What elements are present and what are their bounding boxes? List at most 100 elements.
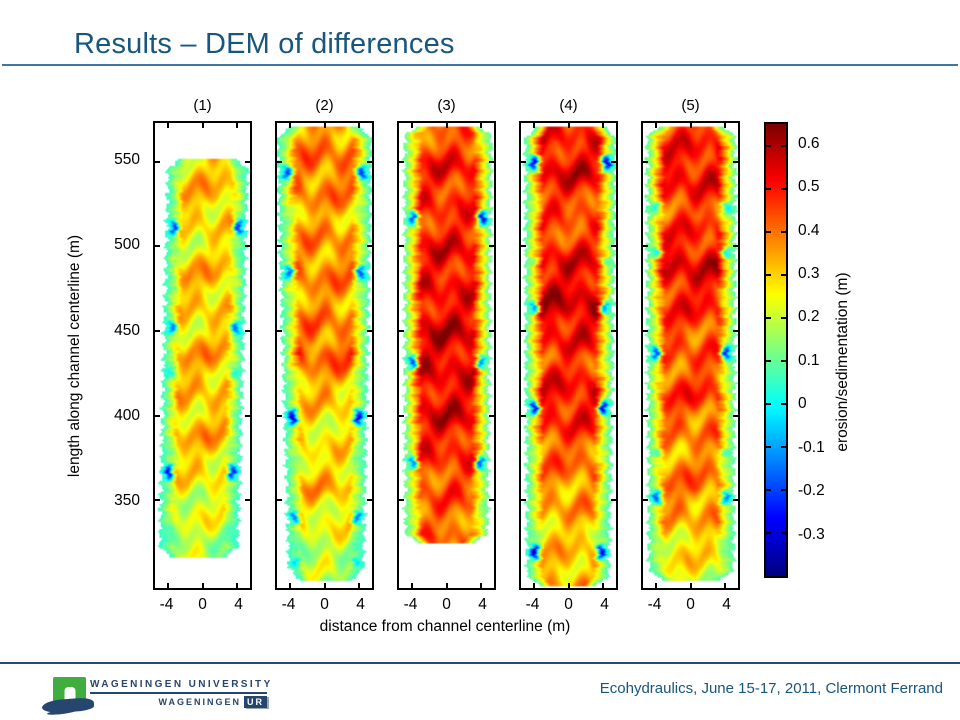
x-axis-tick <box>358 123 361 128</box>
x-axis-tick <box>166 123 169 128</box>
y-axis-tick <box>489 160 494 163</box>
panel-label: (5) <box>681 97 700 114</box>
x-axis-tick <box>201 123 204 128</box>
y-axis-tick <box>277 245 282 248</box>
y-axis-tick <box>611 245 616 248</box>
x-tick-label: 4 <box>234 596 243 613</box>
colorbar-tick <box>766 531 771 534</box>
y-axis-tick <box>245 499 250 502</box>
colorbar-tick <box>781 531 786 534</box>
x-axis-tick <box>654 123 657 128</box>
y-axis-tick <box>521 499 526 502</box>
logo-underline <box>90 692 267 694</box>
colorbar-tick-label: 0.5 <box>798 178 820 196</box>
colorbar-tick <box>781 445 786 448</box>
colorbar-tick <box>781 187 786 190</box>
y-axis-tick <box>245 414 250 417</box>
x-axis-tick <box>410 583 413 588</box>
heatmap-canvas <box>399 123 494 588</box>
y-axis-tick <box>277 329 282 332</box>
x-axis-tick <box>567 123 570 128</box>
x-axis-tick <box>445 583 448 588</box>
colorbar-tick-label: 0.3 <box>798 265 820 282</box>
x-tick-label: 0 <box>686 596 695 613</box>
logo-wageningen-text: WAGENINGEN <box>158 697 241 707</box>
y-axis-tick <box>643 245 648 248</box>
colorbar-tick <box>781 402 786 405</box>
colorbar-tick-label: -0.3 <box>798 525 825 543</box>
colorbar-tick-label: 0.4 <box>798 221 820 239</box>
colorbar-tick <box>766 144 771 147</box>
colorbar-tick <box>781 359 786 362</box>
colorbar-tick <box>781 144 786 147</box>
colorbar-label: erosion/sedimentation (m) <box>834 272 851 452</box>
x-tick-label: -4 <box>647 596 662 613</box>
y-axis-tick <box>521 245 526 248</box>
x-axis-tick <box>288 123 291 128</box>
x-axis-tick <box>532 123 535 128</box>
y-axis-tick <box>155 160 160 163</box>
x-axis-tick <box>480 583 483 588</box>
y-axis-label: length along channel centerline (m) <box>66 234 83 478</box>
y-tick-label: 450 <box>114 321 140 339</box>
heatmap-canvas <box>643 123 738 588</box>
colorbar-tick-label: 0.6 <box>798 134 820 152</box>
footer-rule <box>0 662 960 664</box>
y-tick-label: 500 <box>114 236 140 254</box>
title-rule <box>2 64 958 66</box>
x-axis-tick <box>166 583 169 588</box>
y-axis-tick <box>245 329 250 332</box>
logo-gable-notch <box>64 687 75 703</box>
x-tick-label: 0 <box>564 596 573 613</box>
x-axis-tick <box>358 583 361 588</box>
y-axis-tick <box>643 160 648 163</box>
x-axis-tick <box>323 583 326 588</box>
x-axis-tick <box>602 123 605 128</box>
x-axis-tick <box>654 583 657 588</box>
y-axis-tick <box>643 329 648 332</box>
x-tick-label: -4 <box>159 596 174 613</box>
colorbar-tick-label: 0.1 <box>798 351 820 369</box>
y-axis-tick <box>155 414 160 417</box>
y-axis-tick <box>643 414 648 417</box>
x-tick-label: -4 <box>525 596 540 613</box>
y-axis-tick <box>489 329 494 332</box>
y-axis-tick <box>399 160 404 163</box>
colorbar-tick <box>781 230 786 233</box>
y-axis-tick <box>489 414 494 417</box>
x-tick-label: -4 <box>403 596 418 613</box>
colorbar <box>764 122 788 578</box>
x-axis-tick <box>724 123 727 128</box>
panel-label: (2) <box>315 97 334 114</box>
y-axis-tick <box>155 329 160 332</box>
colorbar-tick-label: -0.1 <box>798 438 825 456</box>
panel-label: (1) <box>193 97 212 114</box>
y-axis-tick <box>521 414 526 417</box>
heatmap-canvas <box>521 123 616 588</box>
conference-footer: Ecohydraulics, June 15-17, 2011, Clermon… <box>599 680 943 697</box>
x-axis-tick <box>323 123 326 128</box>
heatmap-panel-3: (3) <box>397 97 496 590</box>
colorbar-tick <box>781 488 786 491</box>
x-axis-tick <box>724 583 727 588</box>
colorbar-tick <box>766 359 771 362</box>
x-axis-tick <box>567 583 570 588</box>
y-axis-tick <box>521 329 526 332</box>
colorbar-tick <box>781 316 786 319</box>
heatmap-panel-1: (1) <box>153 97 252 590</box>
x-axis-tick <box>532 583 535 588</box>
y-axis-tick <box>521 160 526 163</box>
page-title: Results – DEM of differences <box>74 28 455 60</box>
x-axis-tick <box>236 583 239 588</box>
y-axis-tick <box>399 499 404 502</box>
x-tick-label: 4 <box>722 596 731 613</box>
x-tick-label: 4 <box>356 596 365 613</box>
heatmap-panel-5: (5) <box>641 97 740 590</box>
y-axis-tick <box>733 245 738 248</box>
logo-university-name: WAGENINGEN UNIVERSITY <box>90 679 273 690</box>
x-tick-label: 0 <box>320 596 329 613</box>
colorbar-tick-label: 0 <box>798 395 807 413</box>
y-axis-tick <box>399 414 404 417</box>
panel-label: (4) <box>559 97 578 114</box>
panel-label: (3) <box>437 97 456 114</box>
